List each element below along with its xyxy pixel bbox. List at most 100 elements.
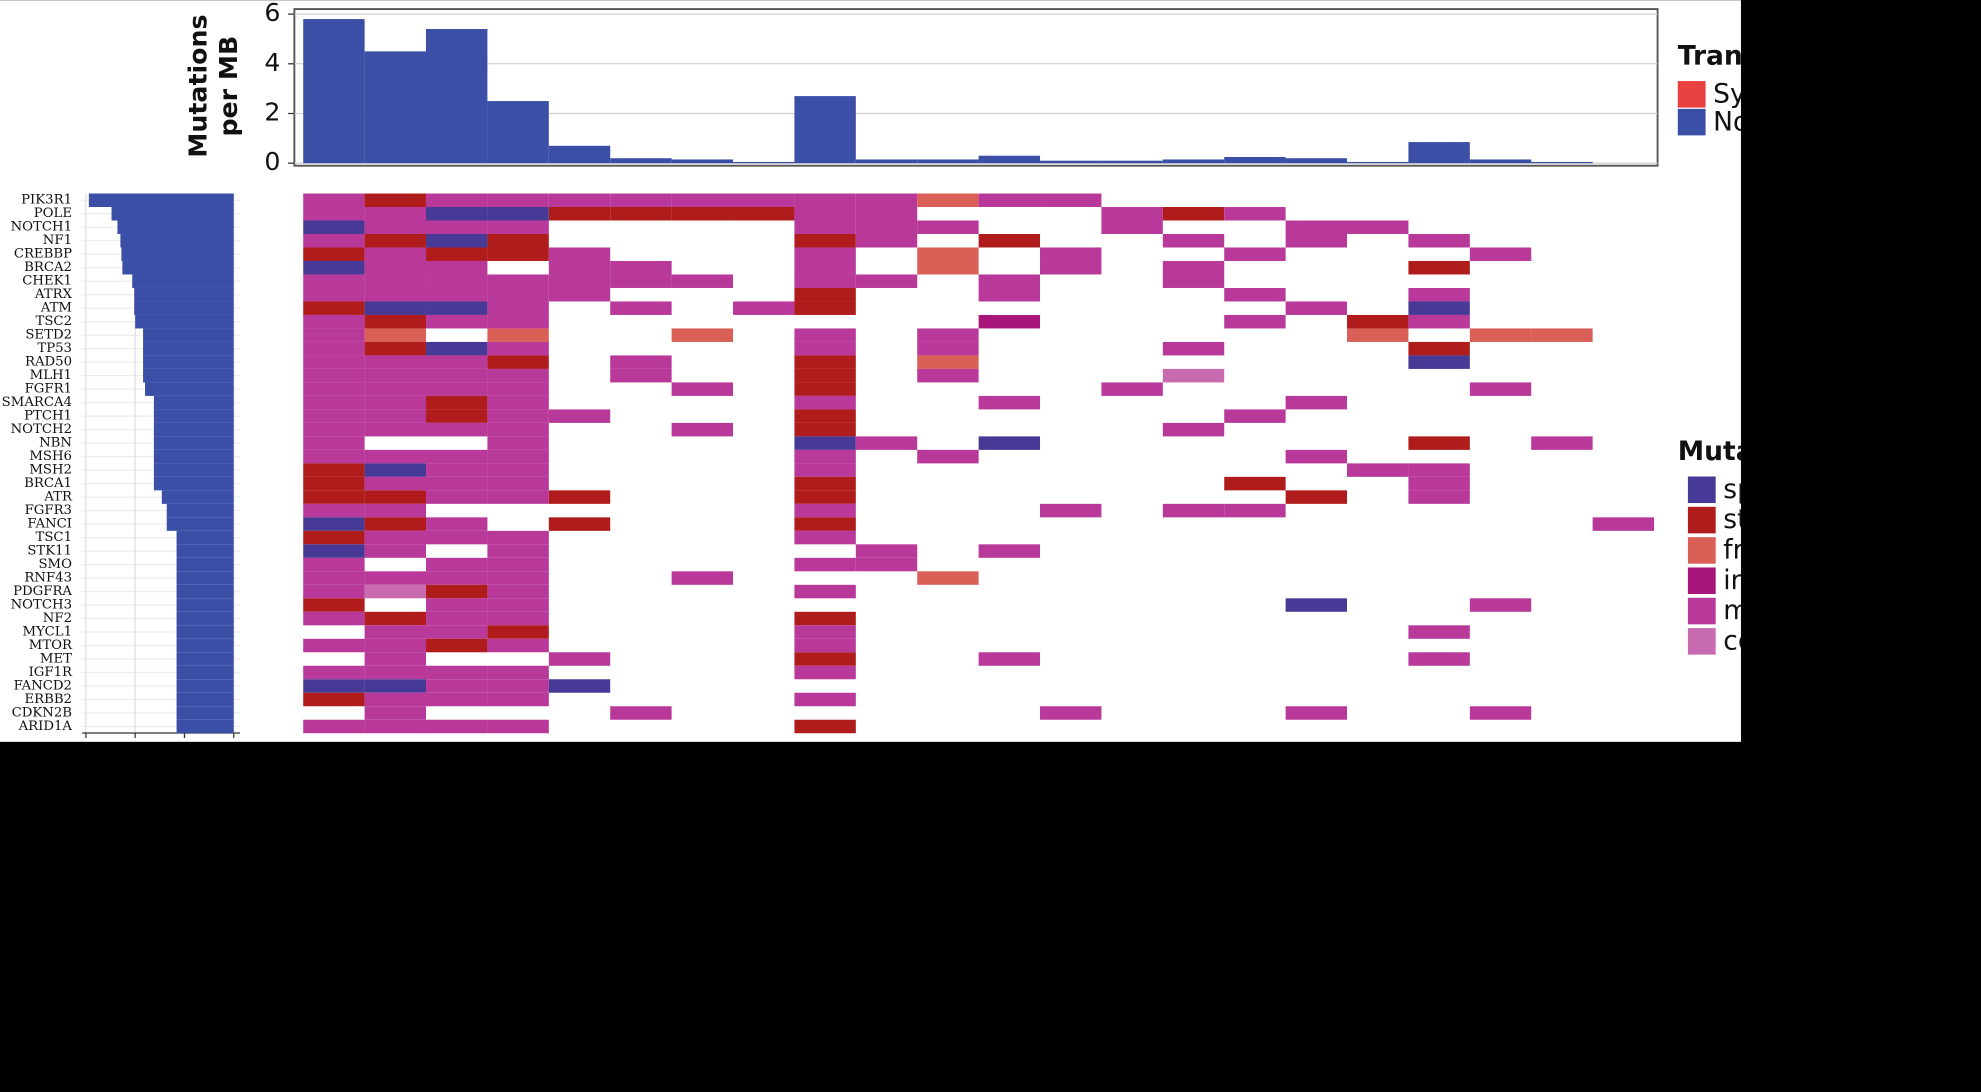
cell: [303, 368, 365, 383]
cell: [794, 449, 856, 464]
cell: [487, 247, 549, 261]
legend-label: sp: [1723, 474, 1754, 505]
legend-swatch: [1687, 628, 1716, 655]
cell: [794, 247, 856, 261]
cell: [1285, 490, 1348, 504]
cell: [303, 584, 365, 599]
cell: [1347, 220, 1409, 234]
cell: [487, 557, 549, 572]
cell: [610, 207, 672, 221]
bar: [1531, 161, 1593, 164]
cell: [426, 355, 488, 369]
cell: [364, 476, 427, 491]
cell: [426, 598, 488, 612]
cell: [855, 274, 918, 288]
cell: [610, 368, 672, 383]
bar: [122, 260, 234, 275]
cell: [1408, 355, 1470, 369]
cell: [917, 220, 979, 234]
cell: [1469, 382, 1532, 396]
cell: [978, 193, 1041, 208]
cell: [303, 719, 365, 734]
cell: [1408, 436, 1470, 450]
cell: [487, 692, 549, 707]
cell: [303, 490, 365, 504]
bar: [120, 233, 234, 248]
cell: [978, 544, 1041, 558]
cell: [794, 611, 856, 626]
y-tick-label: 0: [264, 147, 280, 176]
cell: [364, 706, 427, 720]
cell: [303, 233, 365, 248]
bar: [978, 155, 1041, 164]
cell: [794, 476, 856, 491]
row-label: CDKN2B: [12, 705, 72, 720]
cell: [426, 382, 488, 396]
cell: [303, 665, 365, 680]
row-label: ERBB2: [24, 692, 72, 707]
cell: [1531, 436, 1593, 450]
cell: [303, 679, 365, 693]
cell: [1285, 706, 1348, 720]
bar: [176, 598, 234, 612]
cell: [610, 706, 672, 720]
cell: [487, 395, 549, 410]
cell: [794, 395, 856, 410]
bar: [1162, 159, 1225, 164]
cell: [917, 571, 979, 585]
cell: [1408, 301, 1470, 315]
cell: [1469, 247, 1532, 261]
cell: [487, 422, 549, 437]
bar: [176, 665, 234, 680]
cell: [364, 247, 427, 261]
cell: [364, 382, 427, 396]
cell: [487, 274, 549, 288]
bar: [176, 584, 234, 599]
cell: [1347, 314, 1409, 329]
cell: [1531, 328, 1593, 342]
cell: [303, 207, 365, 221]
cell: [1224, 207, 1286, 221]
row-label: TP53: [37, 341, 72, 356]
cell: [426, 638, 488, 653]
cell: [794, 207, 856, 221]
bar: [303, 19, 365, 164]
bar: [1040, 160, 1102, 164]
cell: [303, 328, 365, 342]
bar: [855, 159, 918, 164]
row-label: SMO: [38, 557, 72, 572]
cell: [1040, 193, 1102, 208]
cell: [978, 287, 1041, 302]
bar: [143, 341, 234, 356]
cell: [487, 665, 549, 680]
cell: [917, 260, 979, 275]
cell: [1224, 287, 1286, 302]
cell: [426, 301, 488, 315]
row-label: NOTCH1: [11, 220, 72, 235]
cell: [303, 463, 365, 477]
row-label: MLH1: [30, 368, 72, 383]
cell: [548, 274, 611, 288]
cell: [364, 638, 427, 653]
cell: [1040, 247, 1102, 261]
bar: [143, 328, 234, 342]
cell: [487, 368, 549, 383]
row-label: RNF43: [24, 571, 72, 586]
cell: [303, 409, 365, 423]
row-label: ATRX: [34, 287, 73, 302]
cell: [487, 449, 549, 464]
row-label: RAD50: [25, 355, 72, 370]
cell: [364, 584, 427, 599]
cell: [1285, 301, 1348, 315]
bar: [153, 463, 234, 477]
cell: [794, 625, 856, 639]
cell: [855, 193, 918, 208]
bar: [134, 301, 234, 315]
legend-swatch: [1687, 506, 1716, 534]
cell: [426, 422, 488, 437]
cell: [426, 368, 488, 383]
bar: [1101, 160, 1163, 164]
cell: [487, 301, 549, 315]
cell: [426, 247, 488, 261]
cell: [1040, 706, 1102, 720]
